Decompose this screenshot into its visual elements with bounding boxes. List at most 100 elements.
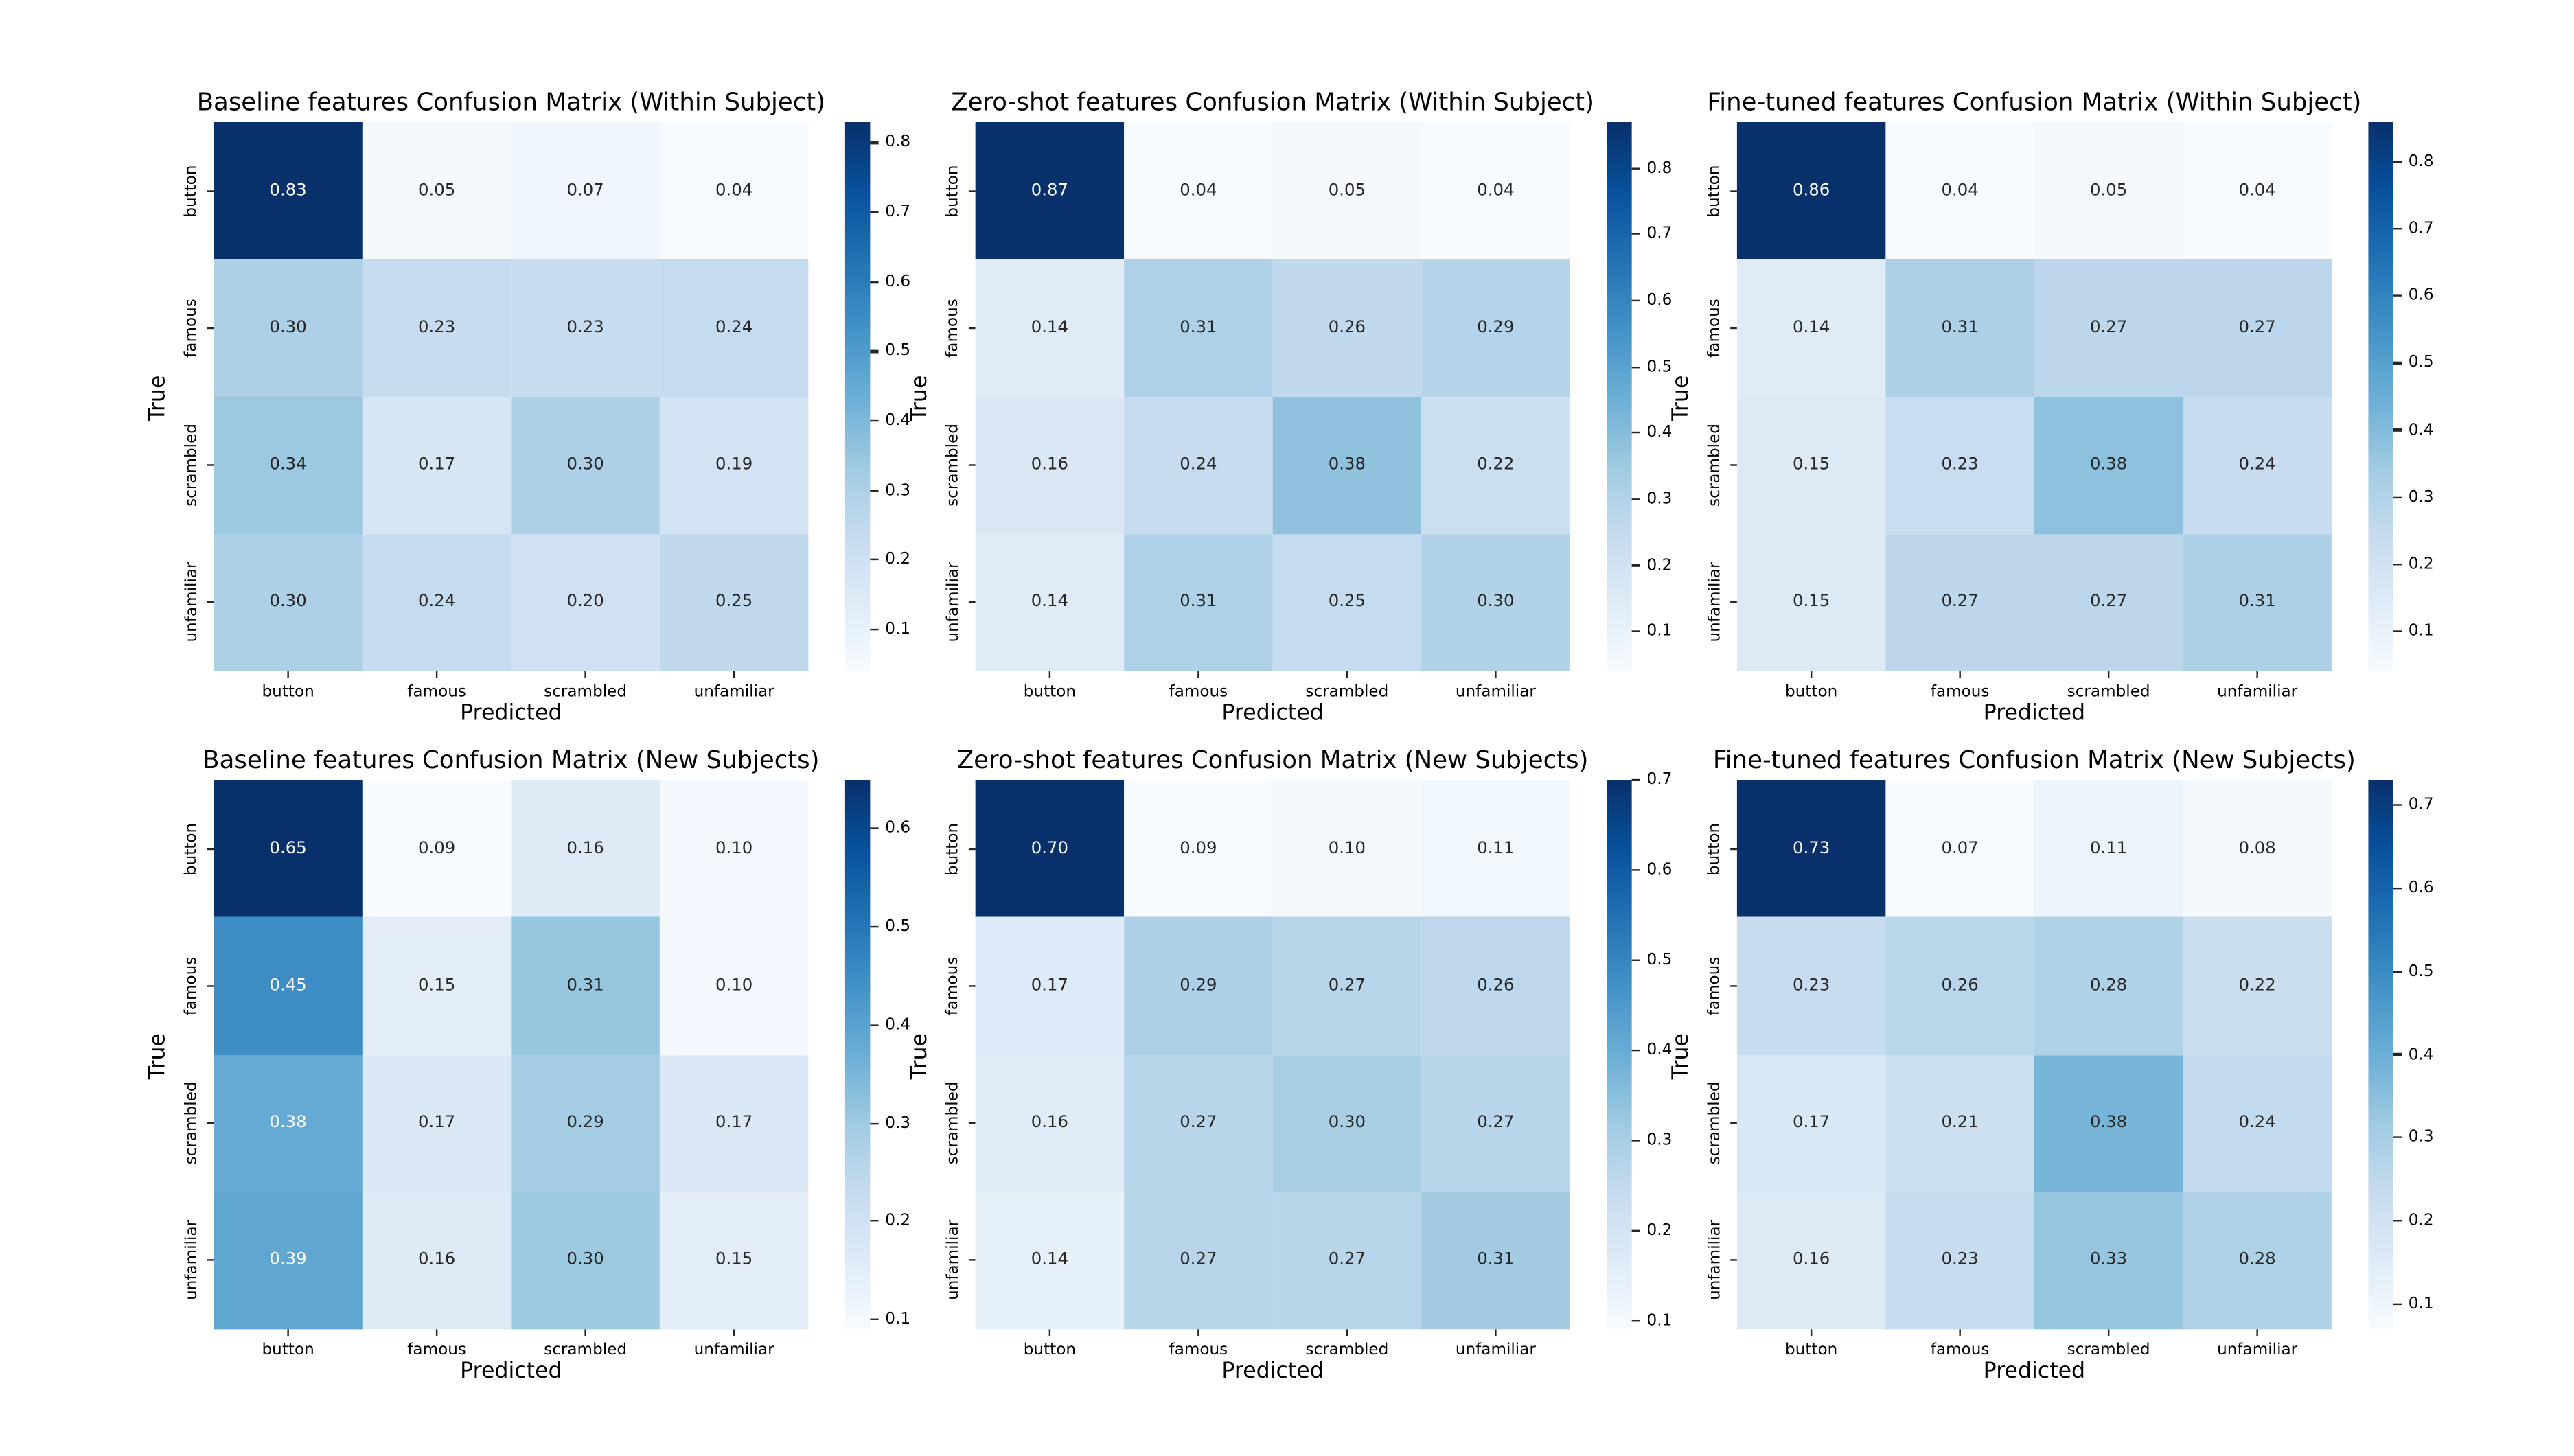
y-axis-label: True: [908, 1033, 933, 1080]
x-tick-label: button: [262, 682, 314, 702]
colorbar-tick-mark: [870, 1024, 879, 1026]
x-axis-label: Predicted: [1221, 701, 1324, 727]
colorbar-tick: 0.5: [1631, 358, 1672, 376]
x-tick-label: famous: [407, 682, 466, 702]
heatmap-cell: 0.27: [1124, 1192, 1273, 1330]
colorbar: 0.1 0.2 0.3 0.4 0.5 0.6 0.7 0.8: [2368, 122, 2434, 671]
colorbar-tick-mark: [1631, 1229, 1640, 1232]
colorbar-tick: 0.5: [870, 342, 910, 360]
colorbar-tick-label: 0.6: [2408, 286, 2434, 305]
heatmap-cell: 0.26: [1885, 917, 2034, 1055]
colorbar-tick-label: 0.8: [2408, 152, 2434, 172]
y-tick-mark: [207, 1122, 214, 1124]
x-tick-mark: [1494, 1329, 1497, 1337]
y-tick-label: scrambled: [942, 397, 965, 534]
y-tick-label: button: [942, 780, 965, 917]
colorbar-tick-label: 0.7: [2408, 796, 2434, 814]
x-tick-label: famous: [1169, 1341, 1228, 1360]
colorbar-tick: 0.1: [1631, 1311, 1672, 1330]
colorbar-tick-label: 0.2: [2408, 1212, 2434, 1231]
colorbar-tick-label: 0.2: [885, 1212, 911, 1231]
y-tick-mark: [207, 327, 214, 330]
heatmap-cell: 0.15: [1736, 396, 1886, 534]
heatmap-cell: 0.16: [511, 780, 660, 918]
colorbar-tick-label: 0.5: [2408, 354, 2434, 373]
colorbar-tick-label: 0.4: [2408, 1045, 2434, 1064]
panel-title: Zero-shot features Confusion Matrix (Wit…: [951, 88, 1594, 117]
y-tick-label-text: famous: [944, 298, 963, 358]
y-tick-mark: [207, 1259, 214, 1262]
colorbar-tick: 0.6: [1631, 861, 1672, 879]
heatmap-cell: 0.39: [214, 1192, 363, 1330]
heatmap-cell: 0.23: [511, 259, 660, 397]
x-tick-mark: [1197, 1329, 1199, 1337]
x-tick-mark: [1959, 671, 1962, 678]
y-tick-mark: [1730, 1122, 1737, 1124]
colorbar-tick: 0.3: [1631, 490, 1672, 509]
colorbar-tick-mark: [870, 828, 879, 830]
colorbar-tick-label: 0.8: [1646, 159, 1673, 178]
x-tick-label: scrambled: [2067, 1341, 2150, 1360]
confusion-matrix-panel: Fine-tuned features Confusion Matrix (Wi…: [1660, 89, 2434, 732]
colorbar-tick-label: 0.7: [1646, 770, 1673, 789]
colorbar-tick-label: 0.8: [885, 133, 911, 152]
colorbar-tick-mark: [2393, 563, 2402, 566]
heatmap-grid: 0.83 0.05 0.07 0.04 0.30 0.23 0.23 0.24 0.34 0.17…: [214, 122, 809, 671]
heatmap-cell: 0.07: [511, 122, 660, 259]
colorbar-tick-label: 0.5: [2408, 962, 2434, 981]
colorbar-tick: 0.8: [1631, 159, 1673, 178]
colorbar-tick: 0.6: [870, 273, 910, 291]
y-tick-mark: [968, 984, 976, 987]
x-axis-label: Predicted: [1983, 701, 2086, 727]
heatmap-cell: 0.21: [1885, 1054, 2034, 1192]
colorbar-tick-label: 0.5: [885, 342, 911, 361]
heatmap-cell: 0.22: [2183, 917, 2332, 1055]
y-tick-mark: [1730, 847, 1737, 850]
colorbar-tick-label: 0.2: [1646, 1221, 1673, 1240]
colorbar-tick: 0.5: [2393, 962, 2434, 981]
y-tick-label: scrambled: [1703, 1054, 1727, 1192]
y-tick-mark: [207, 984, 214, 987]
x-tick-label: scrambled: [2067, 682, 2150, 702]
y-tick-label: famous: [1703, 917, 1727, 1054]
heatmap-cell: 0.23: [1885, 1192, 2034, 1330]
y-tick-mark: [1730, 327, 1737, 330]
heatmap-grid: 0.73 0.07 0.11 0.08 0.23 0.26 0.28 0.22 0.17 0.21…: [1736, 780, 2332, 1330]
x-tick-mark: [435, 1329, 438, 1337]
colorbar: 0.1 0.2 0.3 0.4 0.5 0.6 0.7 0.8: [844, 122, 910, 671]
colorbar-tick-mark: [1631, 432, 1640, 435]
colorbar-tick: 0.1: [2393, 622, 2434, 640]
colorbar-tick: 0.4: [2393, 1045, 2434, 1064]
colorbar-tick-mark: [1631, 1139, 1640, 1142]
y-tick-mark: [968, 847, 976, 850]
heatmap-cell: 0.27: [2034, 533, 2183, 671]
colorbar-tick: 0.8: [870, 134, 910, 152]
colorbar-tick-mark: [870, 925, 879, 928]
colorbar-tick-mark: [870, 1122, 879, 1124]
y-tick-label-text: scrambled: [944, 424, 963, 507]
colorbar-tick: 0.3: [870, 481, 910, 500]
x-tick-label: famous: [407, 1341, 466, 1360]
heatmap-cell: 0.15: [362, 917, 512, 1055]
colorbar-tick-mark: [870, 628, 879, 631]
heatmap-cell: 0.10: [659, 780, 809, 918]
y-tick-label: unfamiliar: [942, 534, 965, 671]
colorbar-tick-label: 0.3: [2408, 487, 2434, 507]
heatmap-cell: 0.09: [362, 780, 512, 918]
x-tick-label: scrambled: [1305, 682, 1389, 702]
colorbar-tick-mark: [870, 350, 879, 353]
x-tick-label: button: [1023, 682, 1077, 702]
heatmap-cell: 0.29: [1124, 917, 1273, 1055]
y-tick-label: scrambled: [1703, 397, 1727, 534]
y-tick-label-text: unfamiliar: [1705, 562, 1725, 643]
y-tick-label-text: scrambled: [1705, 1081, 1725, 1165]
colorbar-tick-mark: [870, 141, 879, 144]
heatmap-cell: 0.28: [2183, 1192, 2332, 1330]
heatmap-cell: 0.25: [1272, 533, 1422, 671]
heatmap-cell: 0.26: [1421, 917, 1570, 1055]
colorbar-tick-mark: [870, 211, 879, 213]
colorbar-tick: 0.4: [1631, 1041, 1672, 1059]
x-tick-mark: [1959, 1329, 1962, 1337]
colorbar-tick-mark: [1631, 498, 1640, 500]
heatmap-cell: 0.38: [2034, 1054, 2183, 1192]
